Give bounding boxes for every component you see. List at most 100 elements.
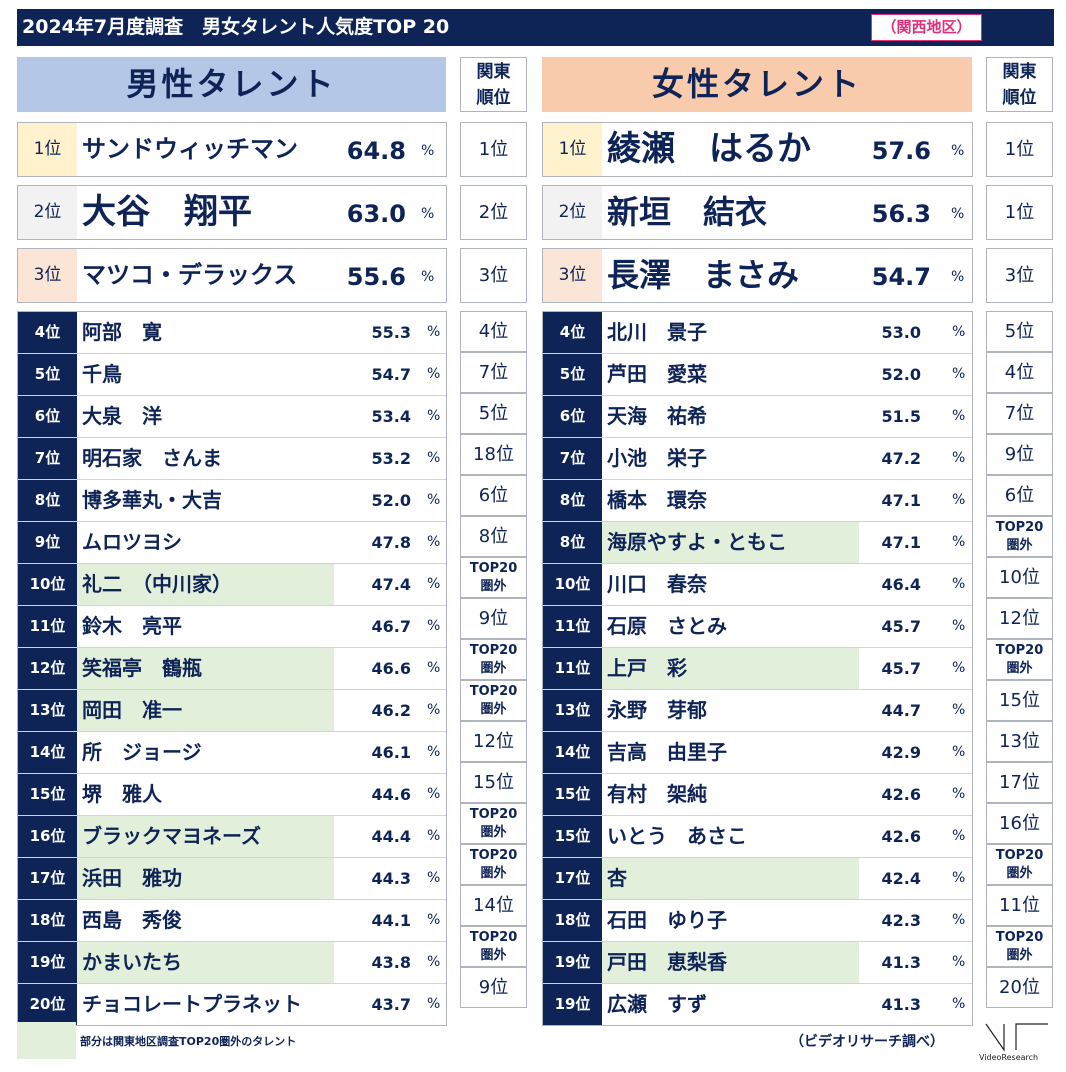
rank-label: 17位: [543, 858, 602, 899]
score-value: 53.4: [371, 407, 411, 426]
kanto-rank-text: 13位: [999, 731, 1040, 752]
female-header: 女性タレント: [542, 57, 972, 112]
table-row: 8位 海原やすよ・ともこ 47.1%: [543, 522, 972, 564]
percent-unit: %: [951, 143, 965, 159]
score-value: 46.4: [881, 575, 921, 594]
talent-name: ムロツヨシ: [82, 530, 182, 554]
talent-name: 天海 祐希: [607, 404, 707, 428]
score-value: 46.7: [371, 617, 411, 636]
female-top-row: 3位 長澤 まさみ 54.7%: [542, 248, 973, 303]
table-row: 18位 西島 秀俊 44.1%: [18, 900, 446, 942]
kanto-rank: TOP20 圏外: [460, 844, 527, 885]
kanto-out-text: TOP20: [995, 848, 1044, 863]
score-value: 55.6: [346, 263, 406, 291]
kanto-out-text: 圏外: [480, 825, 507, 840]
table-row: 5位 千鳥 54.7%: [18, 354, 446, 396]
kanto-rank: 5位: [986, 311, 1053, 352]
rank-label: 16位: [18, 816, 77, 857]
out-of-top20-highlight: [77, 564, 334, 605]
kanto-rank: 13位: [986, 721, 1053, 762]
table-row: 12位 笑福亭 鶴瓶 46.6%: [18, 648, 446, 690]
talent-name: 有村 架純: [607, 782, 707, 806]
table-row: 18位 石田 ゆり子 42.3%: [543, 900, 972, 942]
kanto-out-text: 圏外: [1006, 661, 1033, 676]
table-row: 19位 戸田 恵梨香 41.3%: [543, 942, 972, 984]
kanto-header-line2: 順位: [1002, 88, 1037, 108]
kanto-rank: TOP20 圏外: [460, 803, 527, 844]
percent-unit: %: [952, 534, 966, 550]
score-value: 57.6: [871, 137, 931, 165]
rank-label: 13位: [18, 690, 77, 731]
kanto-rank-text: 16位: [999, 813, 1040, 834]
kanto-rank: TOP20 圏外: [986, 516, 1053, 557]
rank-label: 13位: [543, 690, 602, 731]
table-row: 7位 小池 栄子 47.2%: [543, 438, 972, 480]
percent-unit: %: [421, 269, 435, 285]
rank-label: 2位: [18, 186, 77, 239]
kanto-rank: TOP20 圏外: [986, 639, 1053, 680]
score-value: 45.7: [881, 617, 921, 636]
male-top-row: 2位 大谷 翔平 63.0%: [17, 185, 447, 240]
rank-label: 8位: [543, 480, 602, 521]
percent-unit: %: [427, 618, 441, 634]
out-of-top20-highlight: [77, 942, 334, 983]
rank-label: 11位: [543, 648, 602, 689]
kanto-rank-text: 12位: [473, 731, 514, 752]
kanto-rank-text: 2位: [478, 202, 509, 223]
kanto-rank: 4位: [460, 311, 527, 352]
kanto-rank: 6位: [460, 475, 527, 516]
female-ranking-table: 4位 北川 景子 53.0% 5位 芦田 愛菜 52.0% 6位 天海 祐希 51.5% 7位 小池…: [542, 311, 973, 1026]
kanto-rank-text: 9位: [1004, 444, 1035, 465]
percent-unit: %: [952, 618, 966, 634]
percent-unit: %: [421, 206, 435, 222]
rank-label: 10位: [18, 564, 77, 605]
score-value: 47.1: [881, 533, 921, 552]
table-row: 17位杏 42.4%: [543, 858, 972, 900]
out-of-top20-highlight: [602, 648, 859, 689]
percent-unit: %: [952, 324, 966, 340]
score-value: 46.6: [371, 659, 411, 678]
female-top-row: 2位 新垣 結衣 56.3%: [542, 185, 973, 240]
kanto-rank: 9位: [986, 434, 1053, 475]
score-value: 54.7: [371, 365, 411, 384]
percent-unit: %: [952, 870, 966, 886]
kanto-rank: 15位: [460, 762, 527, 803]
source-note: （ビデオリサーチ調べ）: [790, 1034, 944, 1050]
percent-unit: %: [427, 450, 441, 466]
kanto-header-line2: 順位: [476, 88, 511, 108]
videoresearch-logo-icon: [985, 1023, 1048, 1052]
kanto-out-text: TOP20: [469, 684, 518, 699]
kanto-header-line1: 関東: [476, 62, 511, 82]
table-row: 19位 広瀬 すず 41.3%: [543, 984, 972, 1025]
rank-label: 19位: [543, 942, 602, 983]
table-row: 13位 永野 芽郁 44.7%: [543, 690, 972, 732]
table-row: 15位 いとう あさこ 42.6%: [543, 816, 972, 858]
kanto-rank: 20位: [986, 967, 1053, 1008]
score-value: 47.8: [371, 533, 411, 552]
percent-unit: %: [952, 954, 966, 970]
score-value: 47.2: [881, 449, 921, 468]
talent-name: サンドウィッチマン: [82, 135, 298, 163]
table-row: 4位 阿部 寛 55.3%: [18, 312, 446, 354]
kanto-out-text: 圏外: [1006, 538, 1033, 553]
rank-label: 12位: [18, 648, 77, 689]
talent-name: ブラックマヨネーズ: [82, 824, 261, 848]
percent-unit: %: [427, 534, 441, 550]
table-row: 10位 礼二 （中川家） 47.4%: [18, 564, 446, 606]
score-value: 42.9: [881, 743, 921, 762]
kanto-rank: TOP20 圏外: [460, 639, 527, 680]
kanto-rank-text: 10位: [999, 567, 1040, 588]
out-of-top20-highlight: [77, 858, 334, 899]
kanto-rank: 4位: [986, 352, 1053, 393]
kanto-rank-text: 5位: [1004, 321, 1035, 342]
rank-label: 5位: [543, 354, 602, 395]
out-of-top20-highlight: [602, 522, 859, 563]
rank-label: 2位: [543, 186, 602, 239]
percent-unit: %: [427, 408, 441, 424]
percent-unit: %: [427, 828, 441, 844]
female-top-row: 1位 綾瀬 はるか 57.6%: [542, 122, 973, 177]
kanto-rank: 12位: [986, 598, 1053, 639]
rank-label: 11位: [543, 606, 602, 647]
male-top-row: 1位 サンドウィッチマン 64.8%: [17, 122, 447, 177]
kanto-rank: 18位: [460, 434, 527, 475]
